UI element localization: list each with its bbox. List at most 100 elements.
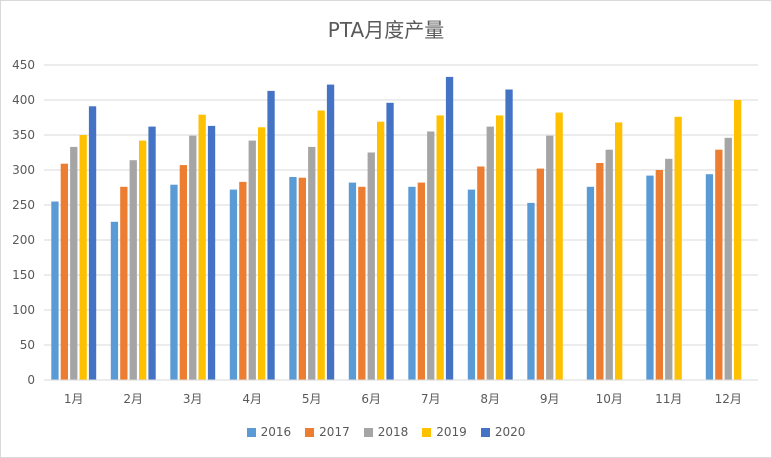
bar-2020-8 [505,89,513,380]
bar-2017-6 [358,186,366,380]
legend-label: 2016 [260,425,292,439]
bar-2016-10 [586,186,595,380]
y-tick-label: 50 [20,338,35,352]
bar-2017-8 [477,166,485,380]
y-tick-label: 200 [12,233,35,247]
bar-2019-8 [496,115,504,381]
legend-label: 2020 [494,425,526,439]
bar-2018-3 [189,135,197,380]
y-axis-ticks: 0 50 100 150 200 250 300 350 400 450 [12,58,35,387]
bar-2019-3 [198,114,206,380]
legend: 2016 2017 2018 2019 2020 [0,425,772,439]
bar-2016-5 [289,177,297,380]
bar-2019-11 [674,116,682,381]
x-tick-label: 3月 [183,392,203,406]
y-tick-label: 100 [12,303,35,317]
y-tick-label: 150 [12,268,35,282]
bar-2019-2 [139,140,147,380]
bar-2017-1 [60,163,68,380]
x-tick-label: 8月 [480,392,500,406]
y-tick-label: 0 [27,373,35,387]
x-tick-label: 2月 [123,392,143,406]
legend-label: 2018 [377,425,409,439]
y-tick-label: 450 [12,58,35,72]
x-tick-label: 10月 [596,392,623,406]
bar-2020-1 [88,106,97,381]
bar-2016-8 [467,189,476,380]
bars [51,76,742,381]
x-tick-label: 11月 [655,392,682,406]
x-tick-label: 12月 [715,392,742,406]
bar-2020-6 [386,102,394,381]
bar-2016-11 [646,175,654,380]
legend-swatch [363,427,373,437]
bar-2018-11 [665,158,673,380]
bar-2019-9 [555,112,563,380]
y-tick-label: 250 [12,198,35,212]
bar-2016-12 [705,174,714,380]
bar-2018-9 [546,135,554,380]
legend-item-2020: 2020 [480,425,526,439]
bar-2017-3 [179,165,187,380]
x-tick-label: 6月 [361,392,381,406]
bar-2018-2 [129,160,137,380]
bar-2016-6 [348,182,357,380]
bar-2016-4 [229,189,238,380]
legend-swatch [480,427,490,437]
bar-2016-2 [110,221,119,380]
bar-2018-12 [724,137,732,380]
legend-item-2016: 2016 [246,425,292,439]
bar-2018-8 [486,126,494,380]
x-axis-ticks: 1月 2月 3月 4月 5月 6月 7月 8月 9月 10月 11月 12月 [64,392,742,406]
bar-2020-2 [148,126,156,380]
bar-2018-1 [70,146,78,380]
bar-2018-6 [367,152,375,380]
y-tick-label: 400 [12,93,35,107]
bar-2019-12 [734,100,742,380]
legend-swatch [422,427,432,437]
y-tick-label: 300 [12,163,35,177]
legend-item-2018: 2018 [363,425,409,439]
x-tick-label: 5月 [302,392,322,406]
legend-item-2019: 2019 [422,425,467,439]
bar-2018-10 [605,149,613,380]
x-tick-label: 1月 [64,392,84,406]
bar-2016-7 [408,186,416,380]
bar-2019-1 [79,135,87,380]
bar-2016-1 [51,201,59,380]
bar-2016-9 [527,202,535,380]
bar-2019-4 [258,127,266,380]
x-tick-label: 9月 [540,392,560,406]
legend-item-2017: 2017 [305,425,350,439]
bar-2016-3 [170,184,178,380]
gridlines [44,64,758,346]
legend-swatch [246,427,256,437]
bar-2017-5 [298,177,306,380]
bar-2017-11 [655,170,663,380]
bar-2018-7 [427,131,435,380]
bar-2020-5 [326,84,335,380]
legend-label: 2017 [319,425,350,439]
bar-2018-4 [248,140,256,380]
bar-2017-2 [120,186,128,380]
x-tick-label: 7月 [421,392,441,406]
bar-2017-7 [417,182,425,380]
bar-2019-5 [317,110,325,380]
bar-2017-12 [715,149,723,380]
bar-2018-5 [308,146,316,380]
legend-swatch [305,427,315,437]
bar-2020-4 [267,90,275,381]
x-tick-label: 4月 [242,392,262,406]
bar-2017-10 [596,163,604,380]
bar-2020-3 [207,125,216,381]
bar-2017-9 [536,168,544,380]
legend-label: 2019 [436,425,467,439]
bar-2020-7 [445,76,454,381]
bar-2017-4 [239,181,247,380]
y-tick-label: 350 [12,128,35,142]
bar-2019-7 [436,115,444,381]
bar-2019-10 [615,122,623,381]
bar-2019-6 [377,121,385,380]
